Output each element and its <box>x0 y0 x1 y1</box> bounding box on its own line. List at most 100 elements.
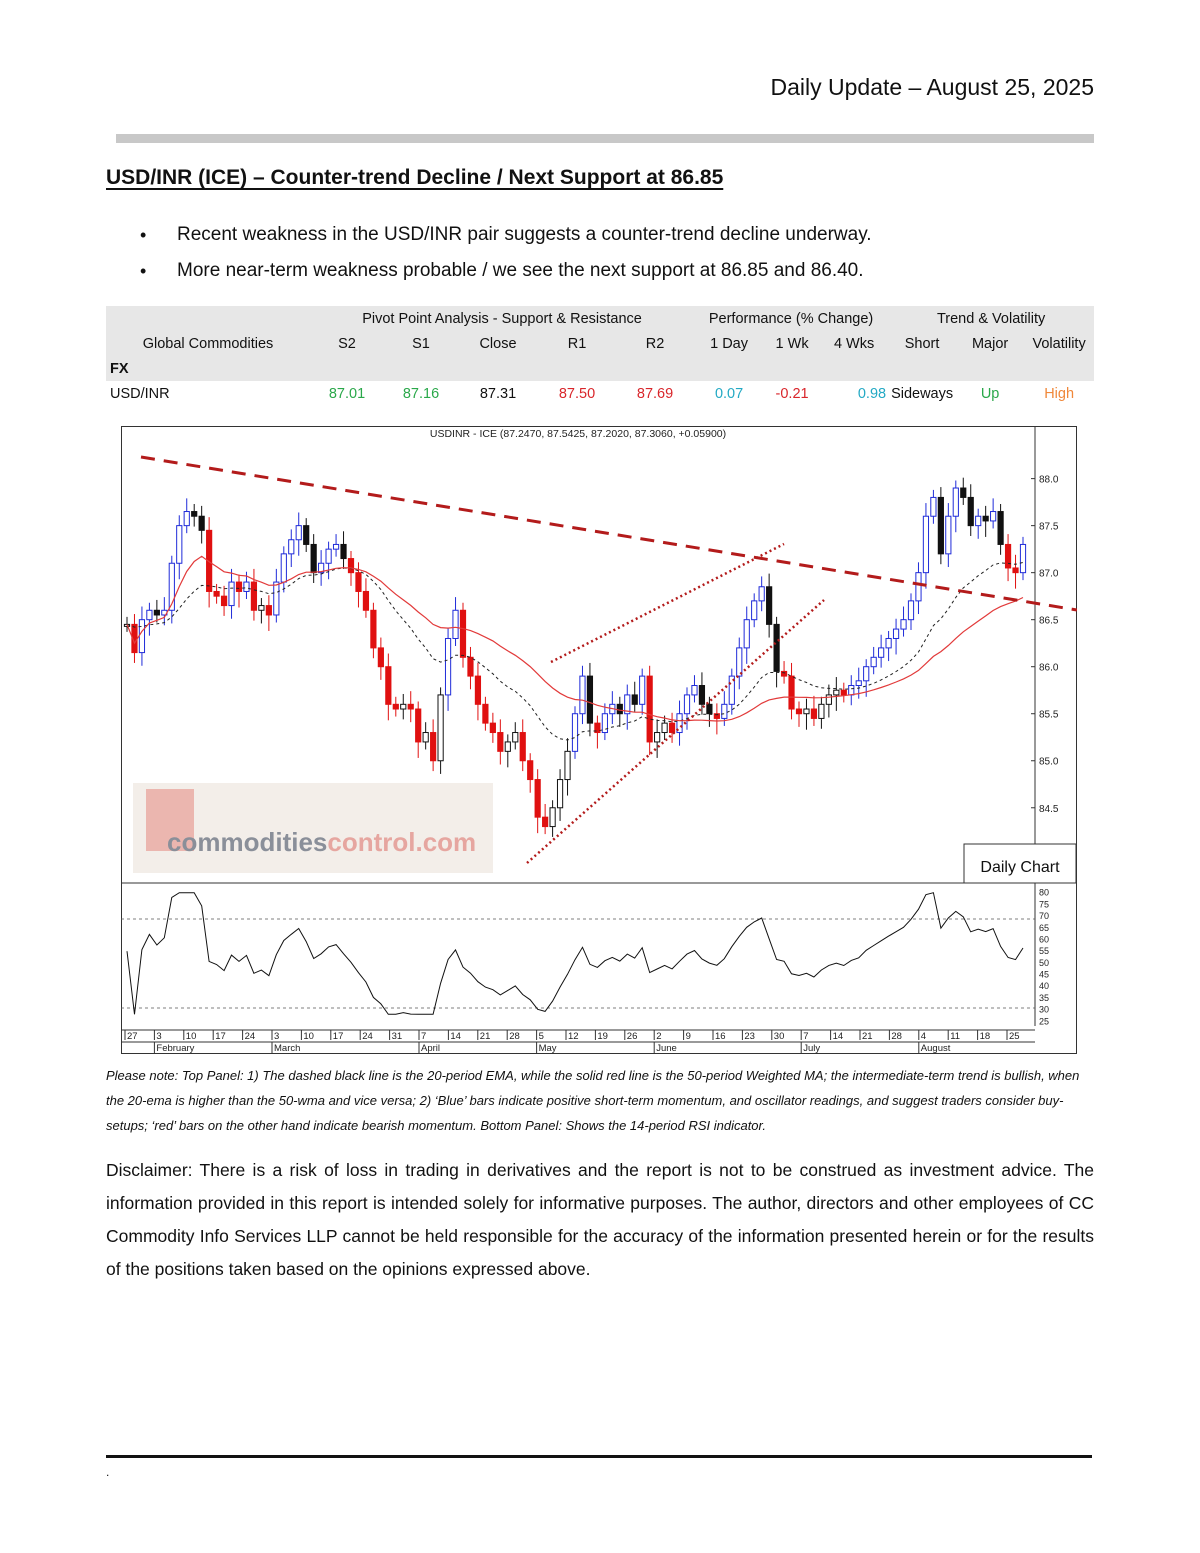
date-tick-label: 19 <box>597 1031 608 1042</box>
date-tick-label: 17 <box>333 1031 344 1042</box>
candle-body <box>482 703 489 724</box>
candle-body <box>743 619 750 649</box>
candle-body <box>146 609 153 621</box>
candle-body <box>243 581 250 592</box>
group-header-performance: Performance (% Change) <box>694 306 889 331</box>
candle-body <box>549 807 556 828</box>
rsi-tick-label: 50 <box>1039 958 1049 968</box>
candle-body <box>691 685 698 696</box>
rsi-tick-label: 65 <box>1039 923 1049 933</box>
candle-body <box>646 675 653 743</box>
table-row: USD/INR 87.01 87.16 87.31 87.50 87.69 0.… <box>106 381 1094 406</box>
candle-body <box>407 703 414 710</box>
candle-body <box>818 703 825 719</box>
chart-title: USDINR - ICE (87.2470, 87.5425, 87.2020,… <box>430 428 726 440</box>
rsi-tick-label: 70 <box>1039 911 1049 921</box>
candle-body <box>318 562 325 574</box>
date-tick-label: 28 <box>509 1031 520 1042</box>
rsi-tick-label: 60 <box>1039 934 1049 944</box>
date-tick-label: 24 <box>245 1031 256 1042</box>
candle-body <box>758 586 765 602</box>
date-tick-label: 10 <box>186 1031 197 1042</box>
candle-body <box>579 675 586 715</box>
candle-body <box>497 732 504 752</box>
candle-body <box>736 647 743 677</box>
date-tick-label: 14 <box>833 1031 844 1042</box>
candle-body <box>1004 543 1012 569</box>
column-header: 4 Wks <box>820 331 889 356</box>
candle-body <box>639 675 646 705</box>
date-tick-label: 10 <box>303 1031 314 1042</box>
candle-body <box>213 590 220 597</box>
date-tick-label: 7 <box>421 1031 426 1042</box>
date-tick-label: 31 <box>392 1031 403 1042</box>
daily-chart-label: Daily Chart <box>980 859 1060 876</box>
cell-major: Up <box>980 385 1000 402</box>
candle-body <box>601 713 608 734</box>
header-divider <box>116 134 1094 143</box>
cell-short: Sideways <box>891 385 954 402</box>
date-tick-label: 16 <box>715 1031 726 1042</box>
candle-body <box>810 708 818 719</box>
candle-body <box>766 586 773 625</box>
candle-body <box>392 703 399 710</box>
candle-body <box>153 609 160 616</box>
candle-body <box>721 703 728 719</box>
date-tick-label: 17 <box>215 1031 226 1042</box>
date-tick-label: 9 <box>686 1031 691 1042</box>
date-tick-label: 24 <box>362 1031 373 1042</box>
candle-body <box>310 543 317 574</box>
cell-s2: 87.01 <box>328 385 366 402</box>
bullet-item: More near-term weakness probable / we se… <box>140 258 872 294</box>
cell-s1: 87.16 <box>402 385 440 402</box>
price-tick-label: 85.5 <box>1039 710 1059 721</box>
candle-body <box>795 708 803 715</box>
candle-body <box>527 760 534 781</box>
rsi-tick-label: 80 <box>1039 888 1049 898</box>
candle-body <box>594 722 601 734</box>
candle-body <box>952 487 959 517</box>
candle-body <box>967 496 974 527</box>
candle-body <box>616 703 623 715</box>
candle-body <box>258 605 265 611</box>
price-tick-label: 87.5 <box>1039 522 1059 533</box>
date-tick-label: 3 <box>156 1031 161 1042</box>
candle-body <box>340 543 347 560</box>
bullet-item: Recent weakness in the USD/INR pair sugg… <box>140 222 872 258</box>
date-tick-label: 21 <box>480 1031 491 1042</box>
cell-name: USD/INR <box>110 385 170 402</box>
candle-body <box>878 647 885 658</box>
group-header-trend: Trend & Volatility <box>888 306 1095 331</box>
candle-body <box>437 694 444 762</box>
date-tick-label: 14 <box>450 1031 461 1042</box>
candle-body <box>556 779 564 809</box>
candle-body <box>945 515 952 555</box>
candle-body <box>504 741 511 752</box>
candle-body <box>825 694 832 705</box>
month-label: April <box>421 1043 440 1054</box>
candle-body <box>803 708 810 715</box>
date-tick-label: 18 <box>980 1031 991 1042</box>
candle-body <box>1012 567 1019 574</box>
footer-mark: . <box>106 1465 110 1479</box>
column-header: R1 <box>538 331 616 356</box>
price-tick-label: 84.5 <box>1039 804 1059 815</box>
candle-body <box>288 539 295 555</box>
candle-body <box>654 732 661 743</box>
section-label: FX <box>106 356 310 381</box>
cell-r1: 87.50 <box>558 385 596 402</box>
rsi-tick-label: 55 <box>1039 946 1049 956</box>
candle-body <box>922 515 930 574</box>
candle-body <box>661 722 668 734</box>
column-header: Major <box>956 331 1025 356</box>
date-tick-label: 28 <box>891 1031 902 1042</box>
candle-body <box>206 529 213 592</box>
candle-body <box>706 703 713 715</box>
price-tick-label: 86.5 <box>1039 616 1059 627</box>
candle-body <box>848 685 855 696</box>
column-header: Volatility <box>1024 331 1095 356</box>
candle-body <box>698 685 706 705</box>
candle-body <box>624 694 631 715</box>
column-header: R2 <box>616 331 695 356</box>
